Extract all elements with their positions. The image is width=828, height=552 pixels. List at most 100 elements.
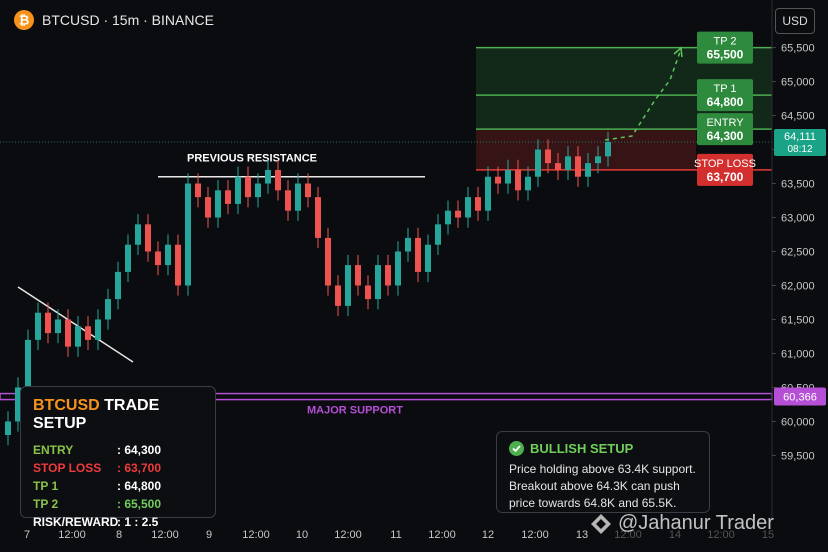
candle-body — [245, 176, 251, 198]
level-value: 64,300 — [707, 129, 744, 143]
row-label: TP 1 — [33, 479, 59, 493]
symbol-title: BTCUSD · 15m · BINANCE — [42, 12, 214, 28]
note-line: price towards 64.8K and 65.5K. — [509, 496, 677, 510]
candle-body — [455, 210, 461, 218]
candle-body — [475, 197, 481, 211]
note-line: Breakout above 64.3K can push — [509, 479, 680, 493]
candle-body — [555, 163, 561, 170]
y-tick-label: 63,500 — [781, 179, 815, 191]
row: TP 1: 64,800 — [33, 479, 203, 497]
candle-body — [345, 265, 351, 306]
watermark-icon — [591, 513, 611, 534]
row-label: STOP LOSS — [33, 461, 102, 475]
x-tick-label: 13 — [576, 529, 588, 541]
y-tick-label: 61,000 — [781, 348, 815, 360]
row-label: TP 2 — [33, 497, 59, 511]
level-box — [697, 113, 753, 146]
level-box — [697, 31, 753, 64]
candle-body — [505, 169, 511, 184]
row-label: ENTRY — [33, 443, 74, 457]
candle-body — [275, 169, 281, 191]
candle-body — [375, 265, 381, 300]
x-tick-label: 12:00 — [428, 529, 456, 541]
candle-body — [545, 149, 551, 164]
level-name: ENTRY — [706, 117, 744, 129]
candle-body — [105, 299, 111, 320]
symbol-header: ₿ BTCUSD · 15m · BINANCE — [14, 10, 214, 30]
candle-body — [525, 176, 531, 191]
y-tick-label: 65,500 — [781, 43, 815, 55]
candle-body — [305, 183, 311, 198]
level-value: 65,500 — [707, 48, 744, 62]
y-tick-label: 63,000 — [781, 213, 815, 225]
x-tick-label: 7 — [24, 529, 30, 541]
level-box — [697, 153, 753, 186]
row-label: RISK/REWARD — [33, 515, 119, 529]
y-tick-label: 62,000 — [781, 280, 815, 292]
candle-body — [385, 265, 391, 286]
candle-body — [415, 237, 421, 272]
row-value: : 64,300 — [117, 443, 162, 457]
candle-body — [285, 190, 291, 211]
x-tick-label: 12:00 — [58, 529, 86, 541]
candle-body — [215, 190, 221, 218]
candle-body — [485, 176, 491, 211]
support-label: MAJOR SUPPORT — [307, 405, 403, 417]
panel-symbol: BTCUSD — [33, 397, 100, 414]
candle-body — [95, 319, 101, 340]
price-tag — [774, 128, 826, 156]
support-tag — [774, 387, 826, 406]
svg-text:₿: ₿ — [19, 13, 30, 28]
level-value: 63,700 — [707, 170, 744, 184]
row: ENTRY : 64,300 — [33, 443, 203, 461]
y-tick-label: 61,500 — [781, 314, 815, 326]
candle-body — [575, 156, 581, 177]
candle-body — [235, 176, 241, 204]
candle-body — [425, 244, 431, 272]
x-tick-label: 9 — [206, 529, 212, 541]
candle-body — [465, 197, 471, 218]
candle-body — [135, 224, 141, 245]
note-title: BULLISH SETUP — [530, 441, 634, 456]
candle-body — [125, 244, 131, 272]
panel-title: BTCUSD TRADE SETUP — [33, 397, 203, 433]
panel-title-rest: TRADE SETUP — [33, 397, 160, 432]
candle-body — [595, 156, 601, 164]
level-name: TP 1 — [713, 83, 736, 95]
x-tick-label: 14 — [669, 529, 681, 541]
candle-body — [145, 224, 151, 252]
candle-body — [265, 169, 271, 184]
candle-body — [85, 326, 91, 340]
candle-body — [435, 224, 441, 245]
y-tick-label: 65,000 — [781, 77, 815, 89]
y-tick-label: 64,500 — [781, 111, 815, 123]
row-value: : 1 : 2.5 — [117, 515, 159, 529]
x-tick-label: 11 — [390, 529, 401, 541]
trendline — [17, 286, 134, 363]
candle-body — [515, 169, 521, 191]
x-tick-label: 12:00 — [614, 529, 642, 541]
row: STOP LOSS: 63,700 — [33, 461, 203, 479]
candle-body — [5, 421, 11, 436]
candle-body — [585, 163, 591, 177]
candle-body — [35, 312, 41, 340]
setup-panel: BTCUSD TRADE SETUP ENTRY : 64,300 STOP LO… — [20, 386, 216, 529]
currency-button[interactable]: USD — [775, 8, 815, 34]
y-tick-label: 59,500 — [781, 450, 815, 462]
candle-body — [75, 326, 81, 347]
x-tick-label: 10 — [296, 529, 308, 541]
row: TP 2: 65,500 — [33, 497, 203, 515]
candle-body — [25, 339, 31, 388]
note-title-row: BULLISH SETUP — [509, 440, 697, 457]
row: RISK/REWARD: 1 : 2.5 — [33, 515, 203, 533]
candle-body — [315, 197, 321, 238]
candle-body — [325, 237, 331, 286]
candle-body — [205, 197, 211, 218]
watermark: @Jahanur Trader — [590, 512, 774, 535]
candle-body — [395, 251, 401, 286]
candle-body — [335, 285, 341, 306]
candle-body — [155, 251, 161, 266]
y-tick-label: 62,500 — [781, 247, 815, 259]
candle-body — [605, 141, 611, 157]
